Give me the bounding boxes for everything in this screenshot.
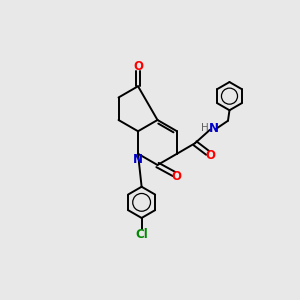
Text: N: N: [208, 122, 219, 135]
Text: O: O: [133, 60, 143, 73]
Text: O: O: [206, 149, 216, 162]
Text: Cl: Cl: [135, 228, 148, 241]
Text: H: H: [201, 123, 208, 133]
Text: N: N: [132, 153, 142, 166]
Text: O: O: [171, 170, 182, 184]
